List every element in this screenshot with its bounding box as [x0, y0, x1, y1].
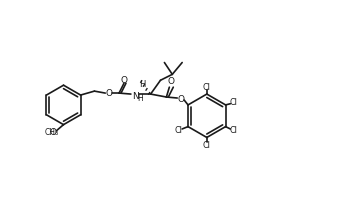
- Text: O: O: [49, 128, 56, 137]
- Text: H: H: [137, 94, 143, 104]
- Text: N: N: [132, 91, 139, 101]
- Text: O: O: [168, 77, 175, 86]
- Text: Cl: Cl: [174, 126, 182, 135]
- Text: O: O: [106, 89, 113, 98]
- Text: O: O: [178, 95, 185, 105]
- Text: Cl: Cl: [203, 83, 211, 92]
- Text: O: O: [120, 76, 128, 85]
- Text: Cl: Cl: [203, 141, 211, 150]
- Text: Cl: Cl: [229, 126, 237, 135]
- Text: Cl: Cl: [229, 98, 237, 108]
- Text: CH₃: CH₃: [45, 128, 59, 137]
- Text: H: H: [140, 80, 146, 89]
